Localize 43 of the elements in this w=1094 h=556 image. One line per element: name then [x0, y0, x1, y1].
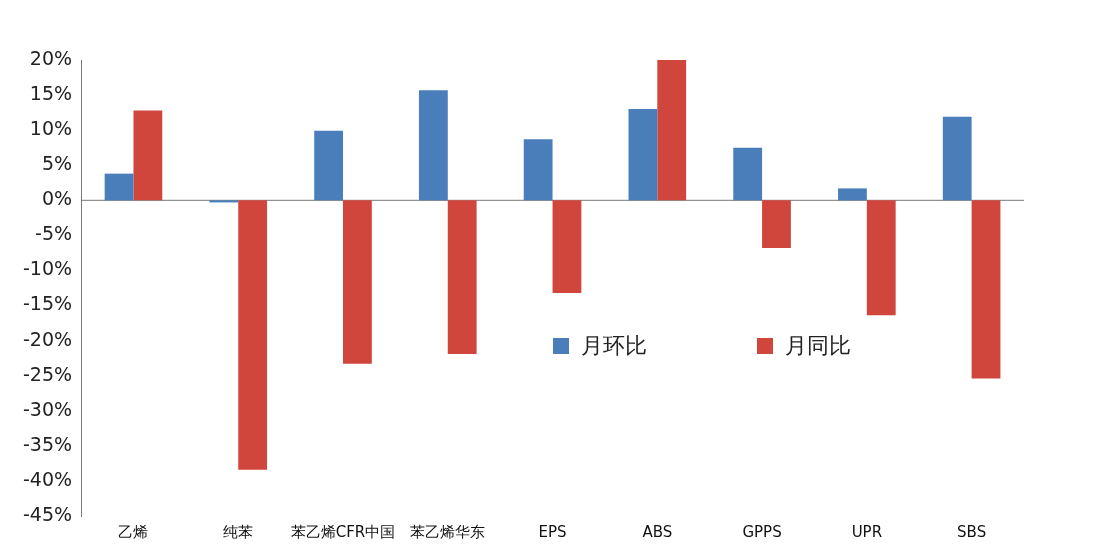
bar [762, 200, 791, 249]
bar [447, 200, 477, 354]
legend-label: 月同比 [784, 331, 851, 360]
y-tick-label: -25% [22, 362, 73, 385]
bar [971, 200, 1001, 379]
bar [866, 200, 896, 316]
y-tick-label: -5% [35, 222, 73, 245]
bar [523, 139, 553, 201]
x-tick-label: ABS [642, 522, 673, 541]
y-tick-label: 0% [41, 187, 73, 210]
legend-label: 月环比 [580, 331, 647, 360]
x-tick-label: GPPS [742, 522, 782, 541]
y-tick-label: -35% [22, 432, 73, 455]
y-tick-label: 5% [41, 152, 73, 175]
y-tick-label: 10% [29, 117, 73, 140]
bar [657, 60, 687, 201]
x-tick-label: 苯乙烯华东 [410, 522, 486, 541]
y-tick-label: -20% [22, 327, 73, 350]
bar [628, 109, 658, 201]
bar [238, 200, 268, 470]
x-tick-label: 纯苯 [223, 522, 254, 541]
bar [314, 130, 344, 201]
x-tick-label: EPS [538, 522, 567, 541]
bar [838, 188, 867, 201]
x-tick-label: 乙烯 [118, 522, 149, 541]
y-tick-label: -10% [22, 257, 73, 280]
bar [209, 200, 239, 203]
bar [552, 200, 582, 293]
bar [104, 173, 134, 201]
bar [942, 116, 972, 201]
bar [343, 200, 372, 364]
bar [733, 147, 763, 201]
x-tick-label: SBS [957, 522, 987, 541]
y-tick-label: -40% [22, 467, 73, 490]
x-tick-label: 苯乙烯CFR中国 [290, 522, 396, 541]
y-tick-label: 20% [29, 46, 73, 69]
bar [133, 110, 163, 201]
bar [418, 90, 448, 201]
y-tick-label: 15% [29, 82, 73, 105]
x-tick-label: UPR [851, 522, 883, 541]
y-tick-label: -30% [22, 397, 73, 420]
y-tick-label: -15% [22, 292, 73, 315]
y-tick-label: -45% [22, 502, 73, 525]
